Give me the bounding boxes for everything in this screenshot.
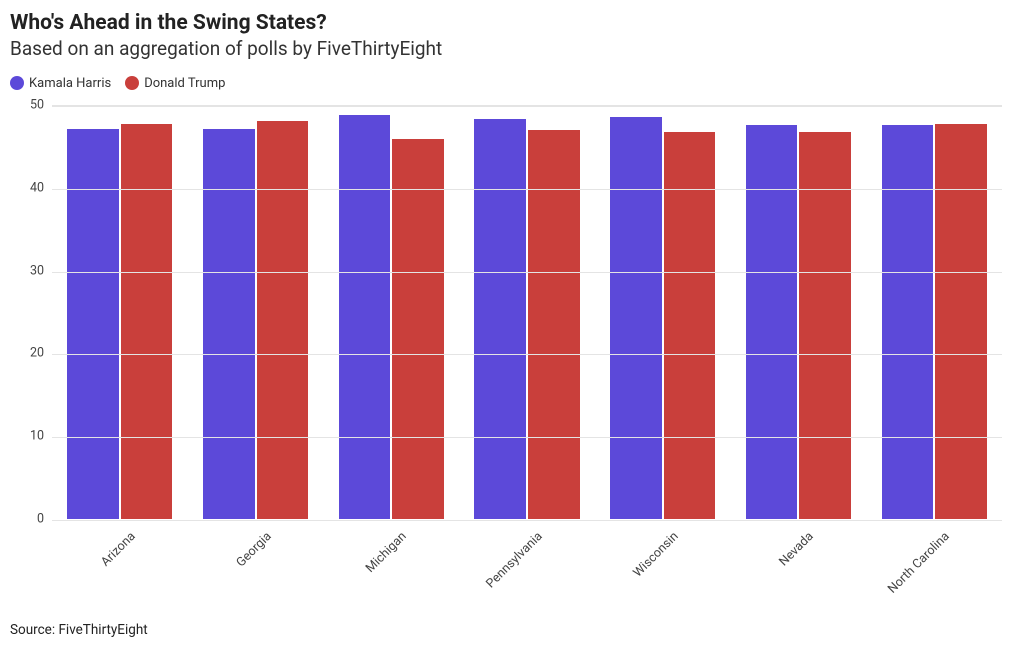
bar[interactable] bbox=[339, 115, 391, 519]
bar[interactable] bbox=[121, 124, 173, 519]
gridline bbox=[52, 437, 1002, 438]
x-tick-label: Wisconsin bbox=[630, 529, 681, 580]
y-tick-label: 40 bbox=[10, 180, 44, 195]
bar[interactable] bbox=[257, 121, 309, 519]
y-tick-label: 30 bbox=[10, 263, 44, 278]
bar[interactable] bbox=[203, 129, 255, 519]
bar[interactable] bbox=[664, 132, 716, 519]
y-tick-label: 20 bbox=[10, 346, 44, 361]
x-tick-label: Pennsylvania bbox=[483, 529, 545, 591]
y-tick-label: 10 bbox=[10, 429, 44, 444]
legend-label-harris: Kamala Harris bbox=[29, 76, 111, 91]
x-tick-label: Arizona bbox=[98, 529, 139, 570]
chart-subtitle: Based on an aggregation of polls by Five… bbox=[10, 37, 1010, 62]
source-label: Source: FiveThirtyEight bbox=[10, 622, 148, 638]
bar[interactable] bbox=[474, 119, 526, 519]
bar[interactable] bbox=[610, 117, 662, 519]
gridline bbox=[52, 354, 1002, 355]
x-tick-label: Michigan bbox=[363, 529, 410, 576]
gridline bbox=[52, 520, 1002, 521]
bar[interactable] bbox=[935, 124, 987, 519]
y-tick-label: 0 bbox=[10, 511, 44, 526]
bar[interactable] bbox=[392, 139, 444, 519]
chart-title: Who's Ahead in the Swing States? bbox=[10, 10, 1010, 36]
y-tick-label: 50 bbox=[10, 97, 44, 112]
x-tick-label: Georgia bbox=[233, 529, 274, 570]
source-prefix: Source: bbox=[10, 622, 58, 638]
bar[interactable] bbox=[882, 125, 934, 519]
legend-item-harris[interactable]: Kamala Harris bbox=[10, 76, 111, 91]
legend: Kamala Harris Donald Trump bbox=[10, 76, 1010, 91]
legend-swatch-trump bbox=[125, 76, 139, 90]
legend-label-trump: Donald Trump bbox=[144, 76, 225, 91]
legend-item-trump[interactable]: Donald Trump bbox=[125, 76, 225, 91]
x-tick-label: Nevada bbox=[777, 529, 817, 569]
bar[interactable] bbox=[67, 129, 119, 519]
source-text: FiveThirtyEight bbox=[58, 622, 147, 638]
bar[interactable] bbox=[746, 125, 798, 519]
bar[interactable] bbox=[799, 132, 851, 519]
x-tick-label: North Carolina bbox=[885, 529, 953, 597]
gridline bbox=[52, 189, 1002, 190]
chart-container: Who's Ahead in the Swing States? Based o… bbox=[0, 0, 1020, 650]
gridline bbox=[52, 272, 1002, 273]
chart-area: 0 10 20 30 40 50 Arizona Georgia Michigan Pennsy… bbox=[10, 97, 1002, 597]
plot-area bbox=[52, 105, 1002, 519]
gridline bbox=[52, 106, 1002, 107]
legend-swatch-harris bbox=[10, 76, 24, 90]
bars-layer bbox=[52, 106, 1002, 519]
